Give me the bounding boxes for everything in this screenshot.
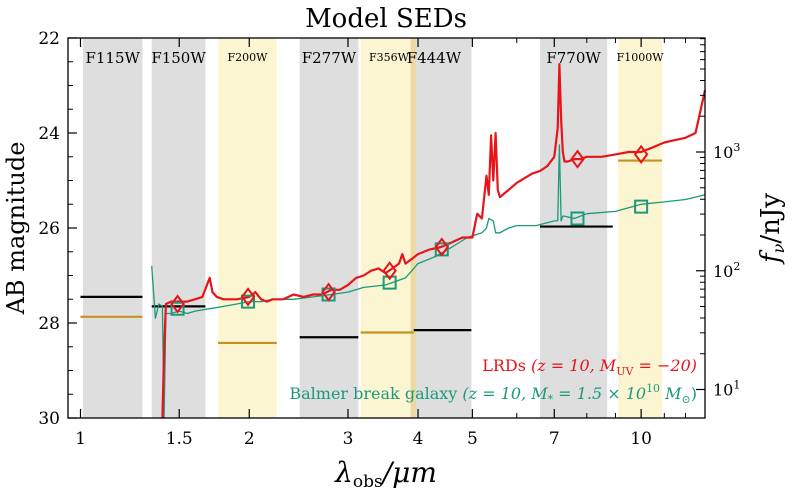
y-axis-label: AB magnitude: [2, 142, 30, 316]
legend-balmer-mid: = 1.5 × 10: [553, 384, 646, 403]
right-tick-base: 10: [713, 381, 733, 400]
legend-balmer-sub: *: [548, 393, 554, 406]
balmer-photometry-square: [382, 275, 397, 290]
filter-bands: [82, 38, 663, 418]
sed-curves: [151, 62, 707, 419]
filter-band-f356w: [360, 38, 414, 418]
lrd-photometry-diamond: [434, 237, 450, 257]
legend-balmer: Balmer break galaxy (z = 10, M* = 1.5 × …: [289, 382, 697, 406]
filter-band-f150w: [151, 38, 206, 418]
balmer-photometry-square: [241, 294, 256, 309]
lrd-photometry-diamond: [170, 294, 185, 314]
balmer-break-sed-line: [151, 144, 706, 419]
x-tick-label: 7: [549, 429, 560, 449]
lrd-sed-line: [161, 62, 707, 419]
x-axis-label-sub: obs: [353, 472, 383, 492]
y-tick-label: 28: [38, 314, 60, 334]
x-tick-label: 5: [467, 429, 478, 449]
x-tick-label: 2: [244, 429, 255, 449]
lrd-photometry-diamond: [382, 261, 397, 281]
filter-label-f200w: F200W: [228, 51, 269, 64]
right-tick-base: 10: [713, 143, 733, 162]
x-tick-label: 4: [413, 429, 424, 449]
balmer-photometry-square: [634, 199, 649, 214]
y-tick-label: 30: [38, 409, 60, 429]
x-axis-label: λobs/μm: [334, 456, 437, 492]
legend-balmer-tail: M: [660, 384, 682, 403]
legend-lrd-tail: = −20): [633, 356, 697, 375]
balmer-photometry-square: [570, 211, 585, 226]
filter-overlap: [410, 38, 417, 418]
x-tick-label: 3: [343, 429, 354, 449]
legend-balmer-sup: 10: [646, 382, 660, 395]
filter-band-f200w: [218, 38, 277, 418]
legend-lrd-name: LRDs: [482, 356, 531, 375]
filter-band-f115w: [82, 38, 143, 418]
balmer-photometry-square: [170, 301, 185, 316]
right-tick-base: 10: [713, 262, 733, 281]
right-tick-exp: 2: [733, 260, 740, 273]
legend-lrd-params: (z = 10, M: [531, 356, 617, 375]
right-tick-label: 102: [713, 260, 740, 281]
filter-band-f770w: [539, 38, 608, 418]
lrd-photometry-diamond: [321, 282, 336, 302]
y-tick-label: 22: [38, 29, 60, 49]
chart-title: Model SEDs: [305, 4, 467, 34]
x-tick-label: 1: [75, 429, 86, 449]
y-tick-label: 26: [38, 219, 60, 239]
right-tick-exp: 1: [733, 379, 740, 392]
right-axis-label-unit: /nJy: [756, 193, 786, 244]
lrd-photometry-diamond: [240, 287, 256, 307]
lrd-photometry-diamond: [633, 144, 649, 165]
y-tick-label: 24: [38, 124, 60, 144]
filter-label-f356w: F356W: [369, 51, 410, 64]
right-tick-exp: 3: [733, 141, 740, 154]
filter-band-f1000w: [618, 38, 663, 418]
filter-label-f115w: F115W: [85, 49, 140, 67]
legend-lrd-sub: UV: [616, 365, 634, 378]
legend-balmer-close: ): [691, 384, 697, 403]
legend-balmer-name: Balmer break galaxy: [289, 384, 462, 403]
lrd-photometry-diamond: [570, 149, 585, 169]
x-axis-label-unit: /μm: [380, 456, 437, 489]
filter-label-f150w: F150W: [151, 49, 206, 67]
x-tick-label: 10: [630, 429, 652, 449]
right-axis-label-sub: ν: [769, 243, 788, 253]
depth-lines: [80, 159, 663, 345]
filter-band-f444w: [413, 38, 472, 418]
photometry-markers: [170, 144, 649, 316]
filter-label-f1000w: F1000W: [617, 51, 665, 64]
filter-label-f770w: F770W: [546, 49, 601, 67]
legend-balmer-params: (z = 10, M: [462, 384, 548, 403]
right-tick-label: 103: [713, 141, 740, 162]
x-axis-label-main: λ: [334, 456, 353, 489]
axes: [67, 37, 706, 419]
filter-band-f277w: [299, 38, 359, 418]
filter-label-f277w: F277W: [302, 49, 357, 67]
filter-label-f444w: F444W: [407, 49, 462, 67]
legend-balmer-tail-sub: ⊙: [682, 393, 691, 406]
right-axis-label: fν/nJy: [756, 193, 788, 265]
legend-lrd: LRDs (z = 10, MUV = −20): [482, 356, 697, 378]
x-tick-label: 1.5: [166, 429, 193, 449]
right-tick-label: 101: [713, 379, 740, 400]
